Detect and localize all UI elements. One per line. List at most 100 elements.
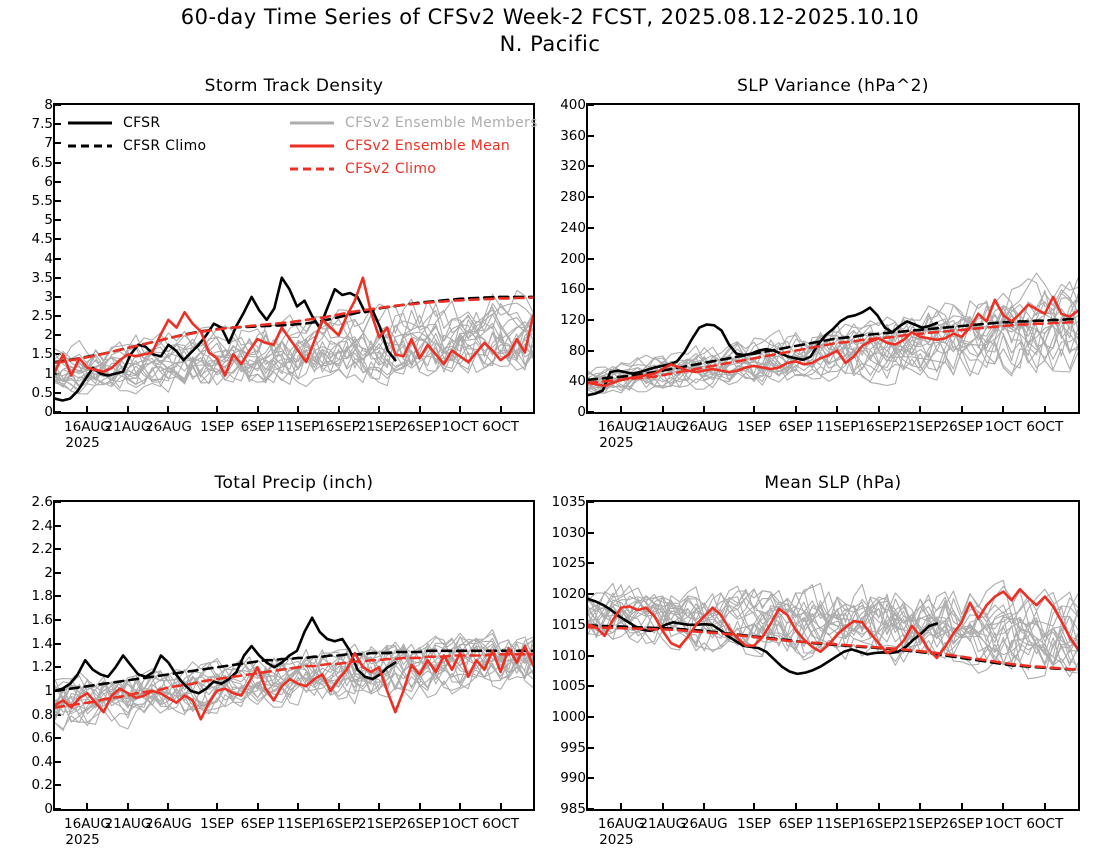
x-axis-tick-mark — [499, 803, 502, 809]
panel-title: SLP Variance (hPa^2) — [737, 76, 929, 96]
y-axis-tick-label: 2.4 — [31, 517, 53, 534]
y-axis-tick-mark — [55, 199, 61, 202]
x-axis-tick-mark — [836, 406, 839, 412]
x-axis-tick-label: 1SEP — [737, 816, 772, 832]
x-axis-tick-label: 21AUG — [639, 419, 687, 435]
figure-title-line-1: 60-day Time Series of CFSv2 Week-2 FCST,… — [180, 5, 920, 29]
figure-title-block: 60-day Time Series of CFSv2 Week-2 FCST,… — [0, 4, 1100, 58]
y-axis-tick-label: 1030 — [551, 524, 586, 541]
y-axis-tick-label: 995 — [560, 739, 586, 756]
y-axis-tick-label: 6.5 — [31, 154, 53, 171]
legend-item-label: CFSv2 Climo — [345, 161, 437, 177]
y-axis-tick-label: 120 — [560, 311, 586, 328]
y-axis-tick-label: 6 — [44, 173, 53, 190]
y-axis-tick-mark — [588, 654, 594, 657]
x-axis-tick-mark — [459, 803, 462, 809]
y-axis-tick-label: 990 — [560, 770, 586, 787]
y-axis-tick-mark — [588, 562, 594, 565]
legend-item[interactable]: CFSv2 Ensemble Members — [289, 115, 538, 131]
x-axis-year-label: 2025 — [599, 832, 634, 848]
series-cfsr — [588, 306, 939, 397]
x-axis-tick-label: 21AUG — [639, 816, 687, 832]
x-axis-tick-mark — [919, 406, 922, 412]
y-axis-tick-label: 3 — [44, 288, 53, 305]
y-axis-tick-label: 1020 — [551, 586, 586, 603]
x-axis-tick-mark — [378, 406, 381, 412]
y-axis-tick-label: 1005 — [551, 678, 586, 695]
y-axis-tick-mark — [55, 142, 61, 145]
panel-title: Total Precip (inch) — [214, 473, 374, 493]
y-axis-tick-label: 2.5 — [31, 308, 53, 325]
series-cfsv2-climo — [55, 653, 533, 709]
legend-item[interactable]: CFSR Climo — [67, 138, 206, 154]
y-axis-tick-mark — [55, 808, 61, 810]
y-axis-tick-label: 1.4 — [31, 635, 53, 652]
y-axis-tick-mark — [588, 196, 594, 199]
y-axis-tick-label: 0.8 — [31, 706, 53, 723]
y-axis-tick-label: 1000 — [551, 708, 586, 725]
panel-total-precip: Total Precip (inch) 0 0.2 0.4 0.6 0.8 1 1.2 1.4 1… — [32, 473, 535, 848]
y-axis-tick-mark — [588, 531, 594, 534]
x-axis-tick-mark — [753, 803, 756, 809]
series-cfsr-climo — [588, 317, 1078, 382]
x-axis-tick-label: 26SEP — [398, 816, 441, 832]
plot-canvas — [55, 276, 533, 402]
legend-item[interactable]: CFSR — [67, 115, 160, 131]
x-axis-tick-label: 16SEP — [857, 816, 900, 832]
x-axis-tick-mark — [877, 803, 880, 809]
y-axis-tick-mark — [588, 288, 594, 291]
y-axis-tick-mark — [588, 104, 594, 106]
legend-item[interactable]: CFSv2 Ensemble Mean — [289, 138, 510, 154]
y-axis-tick-label: 8 — [44, 97, 53, 113]
x-axis-tick-label: 6OCT — [1026, 419, 1064, 435]
x-axis-tick-mark — [297, 803, 300, 809]
panel-mean-slp: Mean SLP (hPa) 985 990 995 1000 1005 1010 1015 1… — [552, 473, 1080, 848]
series-cfsv2-climo — [588, 626, 1078, 671]
x-axis-tick-mark — [1002, 803, 1005, 809]
legend-item-label: CFSR — [123, 115, 161, 131]
plot-frame — [586, 103, 1080, 414]
x-axis-tick-label: 16AUG — [64, 419, 111, 435]
y-axis-tick-mark — [588, 593, 594, 596]
y-axis-tick-label: 0.5 — [31, 384, 53, 401]
x-axis-tick-mark — [620, 406, 623, 412]
x-axis-year-label: 2025 — [65, 832, 100, 848]
legend-item-label: CFSv2 Ensemble Mean — [345, 138, 511, 154]
legend-item[interactable]: CFSv2 Climo — [289, 161, 436, 177]
x-axis-tick-mark — [86, 406, 89, 412]
y-axis-tick-label: 1015 — [551, 616, 586, 633]
y-axis-tick-mark — [55, 257, 61, 260]
x-axis-tick-label: 6SEP — [778, 419, 813, 435]
series-cfsv2-climo — [55, 296, 533, 365]
x-axis-tick-mark — [86, 803, 89, 809]
x-axis-tick-label: 26AUG — [680, 419, 728, 435]
x-axis-tick-label: 1SEP — [200, 816, 234, 832]
y-axis-tick-mark — [55, 595, 61, 598]
y-axis-tick-label: 4.5 — [31, 231, 53, 248]
x-axis-tick-label: 11SEP — [815, 816, 859, 832]
series-cfsv2-ensemble-mean — [55, 644, 533, 721]
y-axis-tick-label: 1.6 — [31, 612, 53, 629]
y-axis-tick-mark — [588, 257, 594, 260]
plot-frame — [53, 103, 535, 414]
y-axis-tick-label: 2 — [44, 327, 53, 344]
y-axis-tick-mark — [55, 372, 61, 375]
x-axis-tick-mark — [919, 803, 922, 809]
y-axis-tick-label: 320 — [560, 158, 586, 175]
x-axis-tick-mark — [378, 803, 381, 809]
x-axis-tick-label: 11SEP — [276, 816, 320, 832]
x-axis-tick-label: 6OCT — [482, 816, 520, 832]
x-axis-tick-mark — [256, 406, 259, 412]
y-axis-tick-mark — [588, 349, 594, 352]
y-axis-tick-label: 160 — [560, 281, 586, 298]
x-axis-tick-mark — [216, 803, 219, 809]
x-axis-tick-label: 16AUG — [597, 816, 645, 832]
y-axis-tick-label: 7 — [44, 135, 53, 152]
y-axis-tick-mark — [55, 642, 61, 645]
x-axis-tick-mark — [753, 406, 756, 412]
y-axis-tick-label: 1010 — [551, 647, 586, 664]
y-axis-tick-label: 1025 — [551, 555, 586, 572]
x-axis-tick-mark — [960, 803, 963, 809]
plot-frame — [586, 500, 1080, 811]
x-axis-tick-mark — [794, 406, 797, 412]
